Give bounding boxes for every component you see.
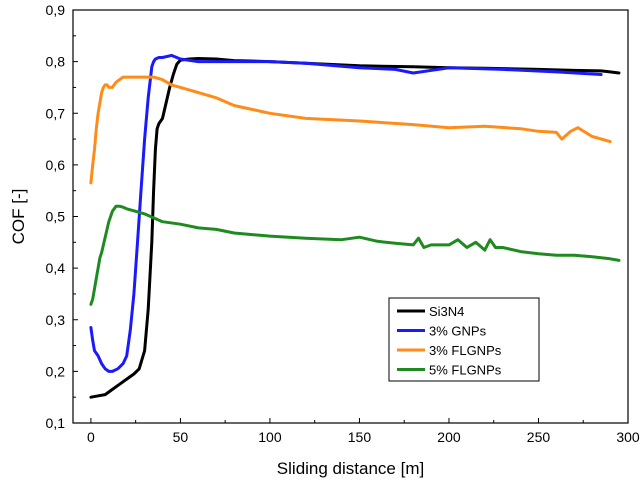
x-tick-label: 0 [87, 429, 95, 445]
x-tick-label: 300 [616, 429, 640, 445]
series-line-5-flgnps [89, 204, 621, 306]
x-tick-label: 200 [437, 429, 461, 445]
legend-label: 3% GNPs [429, 324, 487, 339]
y-tick-label: 0,2 [46, 363, 66, 379]
x-tick-label: 150 [348, 429, 372, 445]
x-tick-label: 50 [173, 429, 189, 445]
y-axis-title: COF [-] [9, 189, 28, 245]
y-tick-label: 0,3 [46, 312, 66, 328]
x-axis-title: Sliding distance [m] [277, 459, 424, 478]
y-tick-label: 0,9 [46, 2, 66, 18]
x-tick-label: 250 [527, 429, 551, 445]
legend-item-5-flgnps: 5% FLGNPs [397, 363, 502, 378]
legend: Si3N4 3% GNPs 3% FLGNPs 5% FLGNPs [388, 297, 540, 382]
series-line-si3n4 [89, 57, 621, 399]
series-line-3-flgnps [89, 75, 612, 185]
y-tick-label: 0,7 [46, 105, 66, 121]
series-layer [89, 53, 621, 399]
series-line-3-gnps [89, 53, 603, 373]
legend-label: 5% FLGNPs [429, 363, 502, 378]
x-tick-label: 100 [258, 429, 282, 445]
y-tick-label: 0,8 [46, 54, 66, 70]
y-tick-label: 0,6 [46, 157, 66, 173]
y-tick-label: 0,4 [46, 260, 66, 276]
legend-label: 3% FLGNPs [429, 343, 502, 358]
legend-item-3-flgnps: 3% FLGNPs [397, 343, 502, 358]
legend-item-si3n4: Si3N4 [397, 304, 464, 319]
legend-item-3-gnps: 3% GNPs [397, 324, 487, 339]
y-axis: 0,1 0,2 0,3 0,4 0,5 0,6 0,7 0,8 0,9 [46, 2, 78, 431]
y-tick-label: 0,1 [46, 415, 66, 431]
legend-label: Si3N4 [429, 304, 464, 319]
x-axis: 0 50 100 150 200 250 300 [87, 418, 640, 445]
y-tick-label: 0,5 [46, 209, 66, 225]
